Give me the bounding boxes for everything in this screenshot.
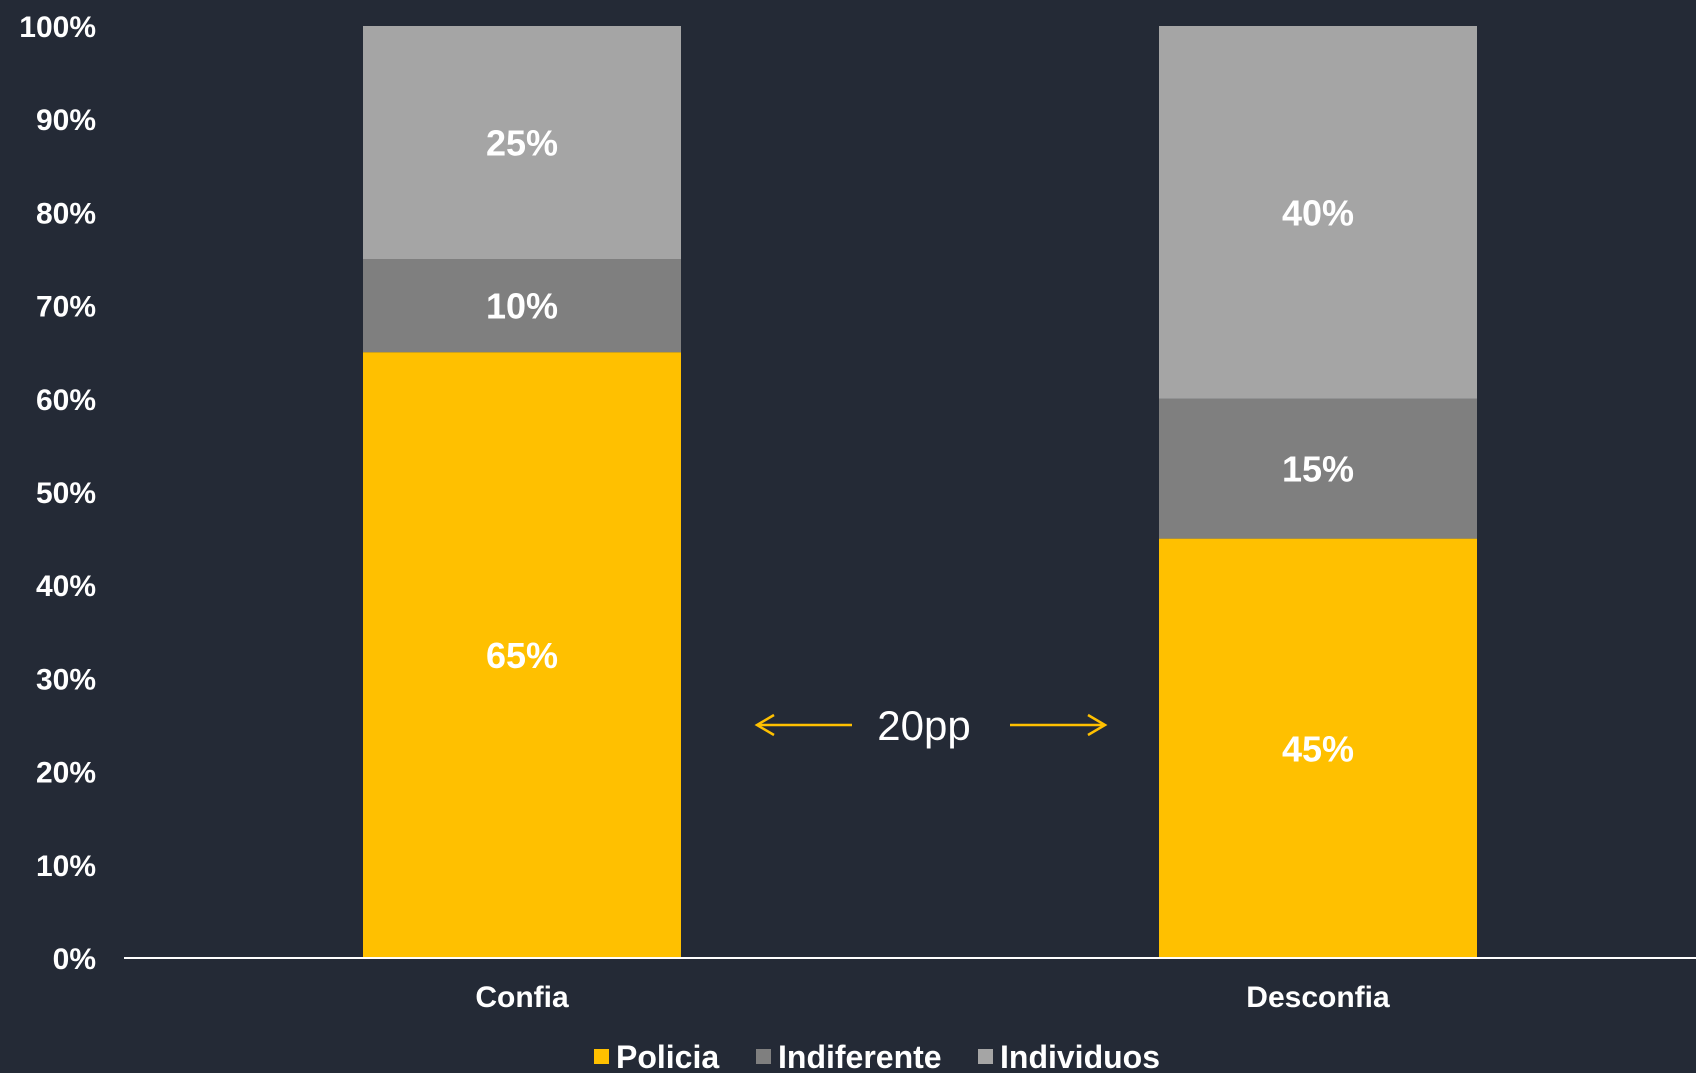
y-tick-label: 60% — [36, 384, 96, 417]
data-label: 15% — [1282, 449, 1354, 490]
legend-swatch-policia — [594, 1049, 609, 1064]
y-tick-label: 70% — [36, 291, 96, 324]
annotation-left-arrowhead — [754, 713, 775, 737]
bar-segment-indiferente-confia — [363, 259, 681, 353]
y-tick-label: 80% — [36, 197, 96, 230]
legend-label: Individuos — [1000, 1039, 1160, 1073]
y-axis-ticks: 0% 10% 20% 30% 40% 50% 60% 70% 80% 90% 100% — [19, 11, 96, 976]
legend-label: Policia — [616, 1039, 719, 1073]
legend-swatch-individuos — [978, 1049, 993, 1064]
x-category-label: Confia — [475, 981, 569, 1014]
bar-segment-policia-confia — [363, 352, 681, 958]
bar-segment-policia-desconfia — [1159, 538, 1477, 958]
difference-annotation: 20pp — [754, 702, 1108, 749]
y-tick-label: 100% — [19, 11, 96, 44]
legend: Policia Indiferente Individuos — [594, 1039, 1160, 1073]
y-tick-label: 40% — [36, 570, 96, 603]
y-tick-label: 30% — [36, 663, 96, 696]
y-tick-label: 0% — [53, 943, 96, 976]
legend-label: Indiferente — [778, 1039, 942, 1073]
bars-group: 65% 10% 25% 45% 15% 40% — [363, 26, 1477, 958]
data-label: 10% — [486, 286, 558, 327]
x-axis-categories: Confia Desconfia — [475, 981, 1390, 1014]
x-category-label: Desconfia — [1246, 981, 1390, 1014]
y-tick-label: 90% — [36, 104, 96, 137]
data-label: 45% — [1282, 728, 1354, 769]
data-label: 40% — [1282, 192, 1354, 233]
y-tick-label: 10% — [36, 850, 96, 883]
annotation-label: 20pp — [877, 702, 970, 749]
bar-segment-individuos-desconfia — [1159, 26, 1477, 399]
bar-segment-indiferente-desconfia — [1159, 398, 1477, 539]
bar-segment-individuos-confia — [363, 26, 681, 259]
data-label: 25% — [486, 123, 558, 164]
legend-swatch-indiferente — [756, 1049, 771, 1064]
data-label: 65% — [486, 635, 558, 676]
y-tick-label: 50% — [36, 477, 96, 510]
annotation-right-arrowhead — [1087, 713, 1108, 737]
y-tick-label: 20% — [36, 757, 96, 790]
